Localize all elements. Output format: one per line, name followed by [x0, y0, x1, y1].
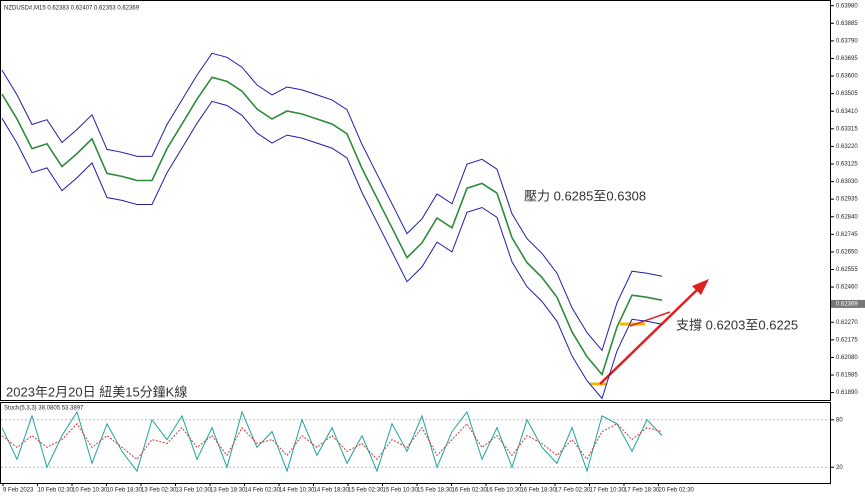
y-tick-label: 0.62270 [836, 320, 858, 326]
x-tick-label: 16 Feb 10:30 [486, 488, 522, 494]
current-price-label: 0.62369 [836, 302, 858, 308]
y-tick-label: 0.62080 [836, 355, 858, 361]
current-price-box [831, 299, 865, 308]
annotation: 支撐 0.6203至0.6225 [676, 317, 798, 332]
y-tick-label: 0.62840 [836, 214, 858, 220]
stoch-panel [0, 402, 831, 484]
x-tick-label: 9 Feb 2023 [3, 488, 34, 494]
y-tick-label: 0.62745 [836, 232, 858, 238]
x-tick-label: 14 Feb 10:30 [279, 488, 315, 494]
y-tick-label: 0.63220 [836, 144, 858, 150]
price-panel [0, 0, 831, 401]
x-tick-label: 15 Feb 18:30 [417, 488, 453, 494]
x-tick-label: 20 Feb 02:30 [659, 488, 695, 494]
y-tick-label: 0.63315 [836, 126, 858, 132]
x-tick-label: 10 Feb 02:30 [38, 488, 74, 494]
y-tick-label: 0.63030 [836, 179, 858, 185]
y-tick-label: 0.63790 [836, 38, 858, 44]
x-tick-label: 16 Feb 18:30 [521, 488, 557, 494]
y-tick-label: 0.63695 [836, 56, 858, 62]
y-tick-label: 0.63885 [836, 21, 858, 27]
arrow-head [692, 279, 709, 295]
y-tick-label: 0.62935 [836, 197, 858, 203]
y-tick-label: 0.63980 [836, 3, 858, 9]
y-tick-label: 0.63600 [836, 74, 858, 80]
annotation: 2023年2月20日 紐美15分鐘K線 [6, 384, 187, 399]
y-tick-label: 0.62555 [836, 267, 858, 273]
x-tick-label: 16 Feb 02:30 [452, 488, 488, 494]
y-tick-label: 0.63410 [836, 109, 858, 115]
x-tick-label: 13 Feb 10:30 [176, 488, 212, 494]
series-line [1, 410, 663, 473]
y-tick-label: 0.62460 [836, 285, 858, 291]
x-tick-label: 14 Feb 18:30 [314, 488, 350, 494]
y-tick-label: 0.62175 [836, 337, 858, 343]
y-tick-label: 20 [836, 465, 843, 471]
x-tick-label: 13 Feb 02:30 [141, 488, 177, 494]
x-tick-label: 15 Feb 02:30 [348, 488, 384, 494]
x-tick-label: 17 Feb 18:30 [624, 488, 660, 494]
series-line [1, 422, 663, 461]
stoch-title: Stoch(5,3,3) 38.0805 53.3897 [4, 406, 84, 412]
series-line [1, 76, 663, 377]
y-tick-label: 0.62650 [836, 249, 858, 255]
x-tick-label: 10 Feb 18:30 [107, 488, 143, 494]
annotation: 壓力 0.6285至0.6308 [524, 188, 646, 203]
y-tick-label: 0.61985 [836, 373, 858, 379]
x-tick-label: 14 Feb 02:30 [245, 488, 281, 494]
chart-title: NZDUSD#,M15 0.62383 0.62407 0.62353 0.62… [4, 6, 140, 12]
x-tick-label: 13 Feb 18:30 [210, 488, 246, 494]
y-tick-label: 0.61890 [836, 390, 858, 396]
x-tick-label: 15 Feb 10:30 [383, 488, 419, 494]
y-tick-label: 0.63505 [836, 91, 858, 97]
y-tick-label: 0.63125 [836, 162, 858, 168]
x-tick-label: 17 Feb 10:30 [590, 488, 626, 494]
x-tick-label: 10 Feb 10:30 [72, 488, 108, 494]
series-line [1, 52, 663, 352]
pointer-line [629, 311, 671, 327]
y-tick-label: 80 [836, 417, 843, 423]
trend-arrow [599, 286, 701, 385]
x-tick-label: 17 Feb 02:30 [555, 488, 591, 494]
series-line [1, 100, 663, 400]
